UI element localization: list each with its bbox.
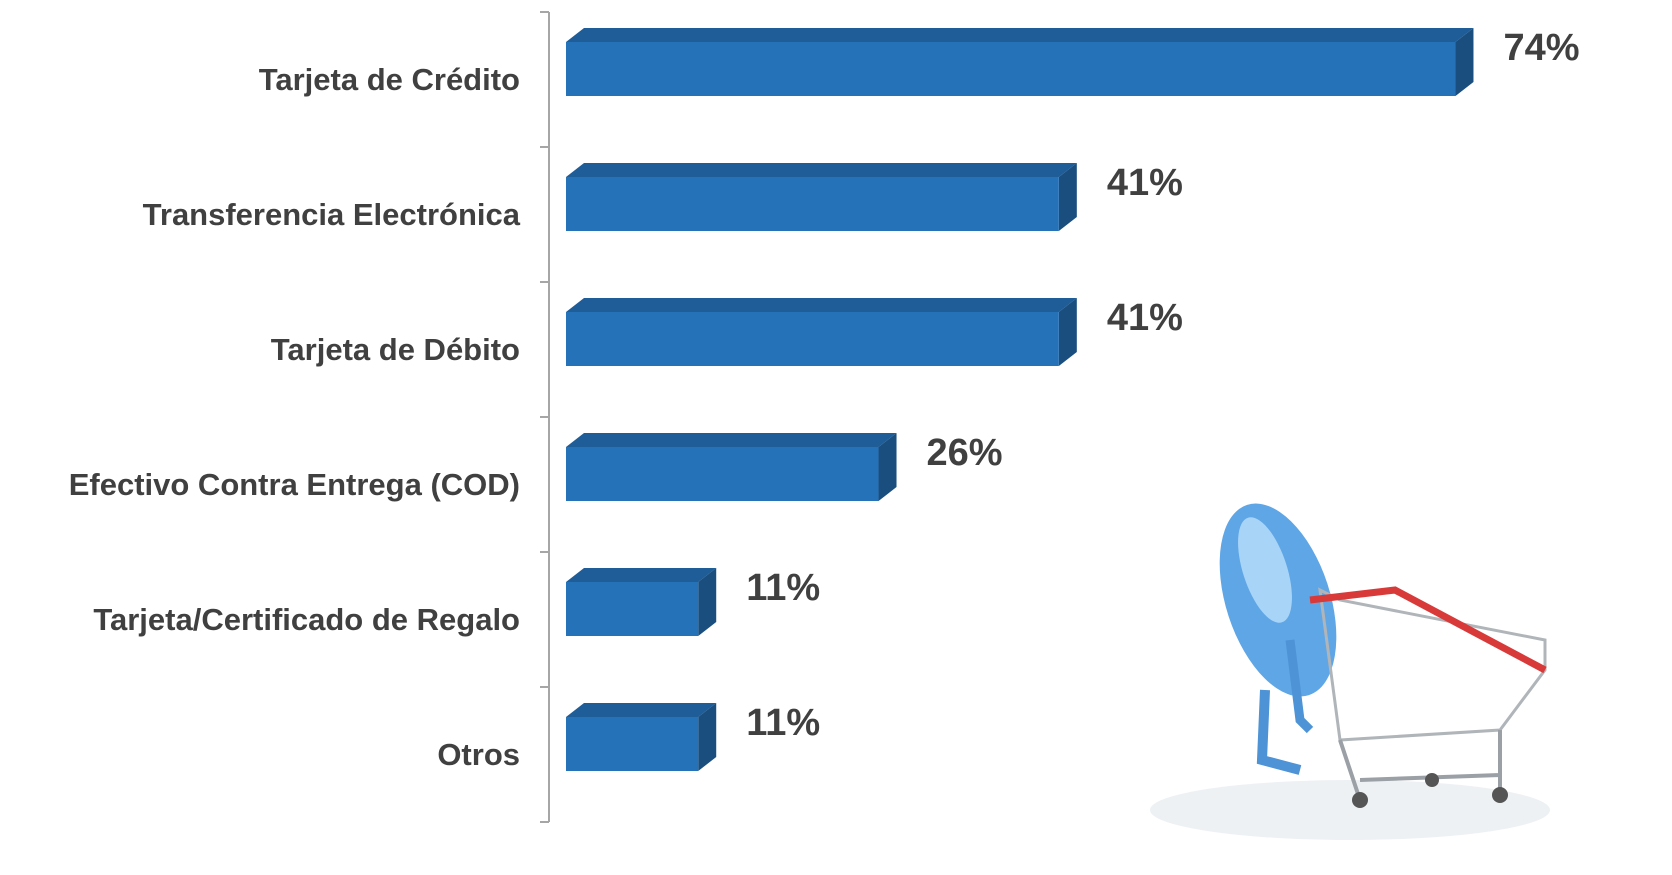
- shadow: [1150, 780, 1550, 840]
- bar-front: [566, 447, 879, 501]
- bar-front: [566, 312, 1059, 366]
- bar-top: [566, 298, 1077, 312]
- value-label: 41%: [1107, 162, 1183, 204]
- bar: [566, 163, 1077, 231]
- category-label: Otros: [437, 737, 520, 772]
- cart-wheel: [1425, 773, 1439, 787]
- bar-top: [566, 28, 1473, 42]
- value-label: 11%: [746, 702, 820, 744]
- bar: [566, 703, 716, 771]
- bar-front: [566, 177, 1059, 231]
- cart-illustration: [1150, 489, 1550, 840]
- bar-front: [566, 717, 698, 771]
- category-label: Tarjeta de Débito: [271, 332, 520, 367]
- category-label: Tarjeta de Crédito: [259, 62, 520, 97]
- value-label: 74%: [1503, 27, 1579, 69]
- bar-top: [566, 433, 897, 447]
- cart-wheel: [1492, 787, 1508, 803]
- value-label: 41%: [1107, 297, 1183, 339]
- bar-front: [566, 582, 698, 636]
- bar: [566, 28, 1473, 96]
- bar-top: [566, 568, 716, 582]
- bar: [566, 433, 897, 501]
- bar-front: [566, 42, 1455, 96]
- bar-top: [566, 163, 1077, 177]
- axis: [540, 12, 549, 822]
- category-label: Efectivo Contra Entrega (COD): [69, 467, 520, 502]
- bar: [566, 298, 1077, 366]
- value-label: 11%: [746, 567, 820, 609]
- category-label: Tarjeta/Certificado de Regalo: [93, 602, 520, 637]
- value-label: 26%: [927, 432, 1003, 474]
- cart-wheel: [1352, 792, 1368, 808]
- category-label: Transferencia Electrónica: [143, 197, 521, 232]
- bar: [566, 568, 716, 636]
- chart: 74% Tarjeta de Crédito 41% Transferencia El…: [0, 0, 1672, 875]
- bar-top: [566, 703, 716, 717]
